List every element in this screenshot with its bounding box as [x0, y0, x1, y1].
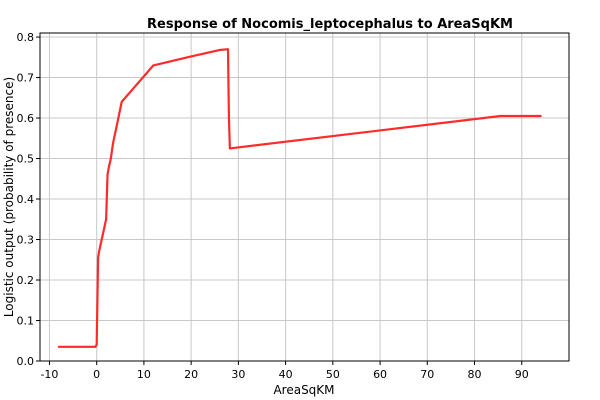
x-tick-label: 80: [468, 368, 482, 381]
x-tick-label: 10: [137, 368, 151, 381]
y-tick-label: 0.0: [17, 355, 35, 368]
y-tick-label: 0.8: [17, 31, 35, 44]
x-tick-label: -10: [40, 368, 58, 381]
x-tick-label: 90: [515, 368, 529, 381]
x-tick-label: 40: [279, 368, 293, 381]
x-tick-label: 20: [184, 368, 198, 381]
response-curve: [57, 48, 542, 348]
y-tick-label: 0.7: [17, 72, 35, 85]
x-tick-label: 0: [93, 368, 100, 381]
y-tick-label: 0.6: [17, 112, 35, 125]
y-tick-label: 0.1: [17, 315, 35, 328]
x-tick-label: 60: [373, 368, 387, 381]
plot-frame: [39, 32, 570, 362]
x-tick-label: 70: [420, 368, 434, 381]
y-tick-label: 0.4: [17, 193, 35, 206]
y-axis-label: Logistic output (probability of presence…: [2, 77, 16, 317]
chart-title: Response of Nocomis_leptocephalus to Are…: [147, 17, 513, 32]
x-axis-label: AreaSqKM: [273, 383, 334, 397]
y-tick-label: 0.3: [17, 234, 35, 247]
y-tick-label: 0.5: [17, 153, 35, 166]
x-tick-label: 50: [326, 368, 340, 381]
y-tick-label: 0.2: [17, 274, 35, 287]
x-axis: -10 0 10 20 30 40 50 60 70 80 90: [40, 361, 529, 381]
y-axis: 0.0 0.1 0.2 0.3 0.4 0.5 0.6 0.7 0.8: [17, 31, 40, 368]
x-tick-label: 30: [231, 368, 245, 381]
